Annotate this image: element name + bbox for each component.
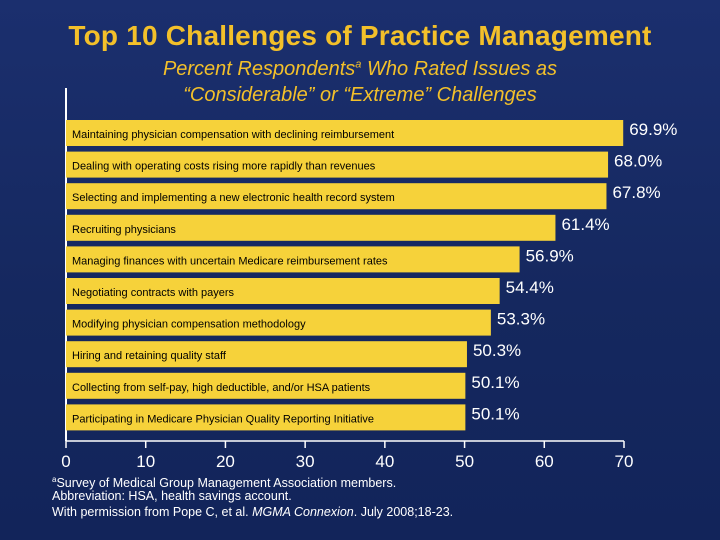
value-label-4: 61.4% [561,215,609,234]
value-label-1: 69.9% [629,120,677,139]
bar-7 [66,309,491,336]
citation-suffix: . July 2008;18-23. [353,505,454,519]
subtitle-suffix: Who Rated Issues as [361,58,558,80]
footnote-survey: aSurvey of Medical Group Management Asso… [52,472,692,491]
chart-title: Top 10 Challenges of Practice Management [68,20,652,51]
value-label-8: 50.3% [473,341,521,360]
category-label-7: Modifying physician compensation methodo… [72,319,306,331]
category-label-4: Recruiting physicians [72,224,176,236]
x-tick-label-60: 60 [535,452,554,471]
value-label-6: 54.4% [506,278,554,297]
bar-9 [66,372,466,399]
bar-2 [66,151,609,178]
value-label-5: 56.9% [526,246,574,265]
bar-1 [66,120,624,146]
bar-3 [66,183,607,210]
x-tick-label-50: 50 [455,452,474,471]
x-tick-label-10: 10 [136,452,155,471]
x-tick-label-40: 40 [375,452,394,471]
value-label-9: 50.1% [471,373,519,392]
chart-subtitle-line2: “Considerable” or “Extreme” Challenges [183,84,537,106]
category-label-10: Participating in Medicare Physician Qual… [72,413,374,425]
category-label-8: Hiring and retaining quality staff [72,350,227,362]
bar-10 [66,404,466,431]
category-label-2: Dealing with operating costs rising more… [72,161,376,173]
bar-4 [66,214,556,241]
subtitle-footnote-marker: a [355,58,362,71]
x-tick-label-30: 30 [296,452,315,471]
x-tick-label-70: 70 [615,452,634,471]
footnote-abbreviation: Abbreviation: HSA, health savings accoun… [52,489,292,503]
value-label-10: 50.1% [471,404,519,423]
value-label-3: 67.8% [612,183,660,202]
category-label-1: Maintaining physician compensation with … [72,129,394,141]
category-label-9: Collecting from self-pay, high deductibl… [72,382,371,394]
x-tick-label-0: 0 [61,452,70,471]
value-label-2: 68.0% [614,152,662,171]
bar-8 [66,341,467,368]
footnote-citation: With permission from Pope C, et al. MGMA… [52,504,692,520]
citation-prefix: With permission from Pope C, et al. [52,505,253,519]
x-tick-label-20: 20 [216,452,235,471]
bar-6 [66,278,500,304]
category-label-5: Managing finances with uncertain Medicar… [72,255,388,267]
category-label-3: Selecting and implementing a new electro… [72,192,395,204]
citation-journal: MGMA Connexion [252,505,354,519]
footnote-marker: a [52,475,57,484]
value-label-7: 53.3% [497,310,545,329]
bar-5 [66,246,520,273]
chart-subtitle-line1: Percent Respondentsa Who Rated Issues as [0,58,720,81]
subtitle-prefix: Percent Respondents [162,58,356,80]
footnote-survey-text: Survey of Medical Group Management Assoc… [56,476,397,491]
category-label-6: Negotiating contracts with payers [72,287,235,299]
